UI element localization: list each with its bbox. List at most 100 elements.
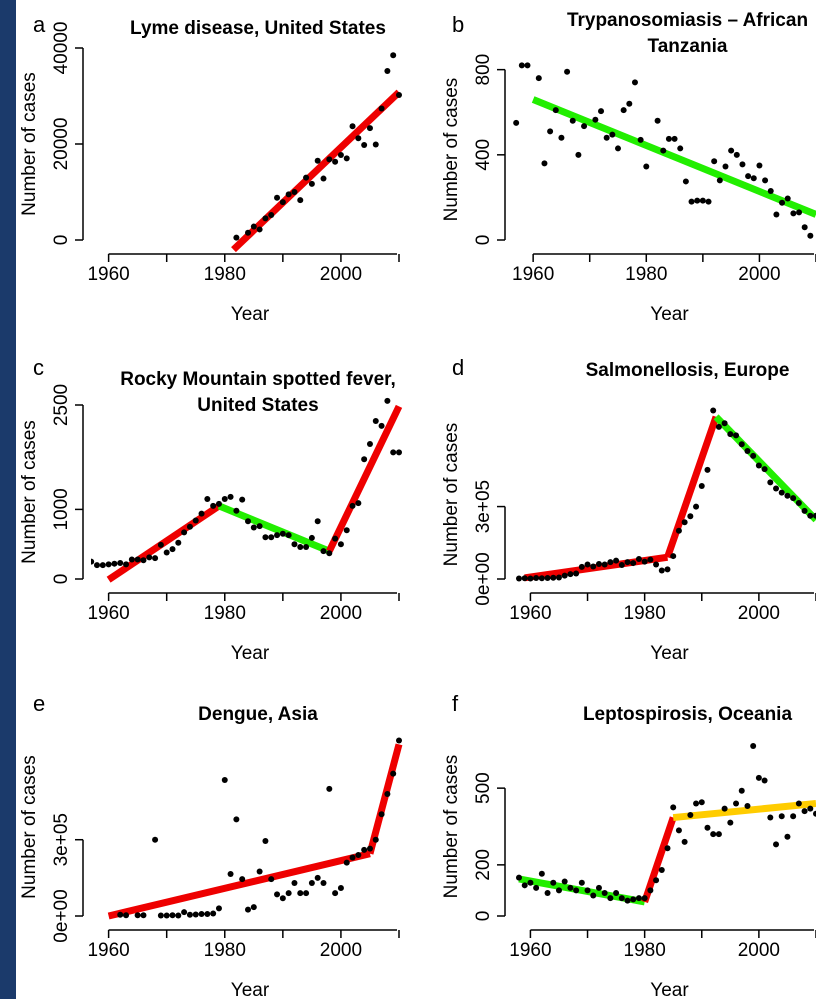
panel-c-data-point (111, 560, 118, 567)
panel-b-x-tick-label: 2000 (738, 264, 780, 285)
panel-b-data-point (807, 232, 814, 239)
panel-f-y-tick-label: 200 (473, 849, 494, 881)
panel-d-data-point (567, 571, 574, 578)
panel-d-letter: d (452, 355, 464, 380)
panel-e-y-tick-label: 0e+00 (51, 889, 72, 942)
panel-b-fit-segment (531, 96, 816, 218)
panel-d-data-point (733, 432, 740, 439)
panel-a-data-point (349, 123, 356, 130)
panel-f-data-point (784, 833, 791, 840)
panel-e-y-label: Number of cases (19, 755, 40, 899)
panel-c-data-point (192, 517, 199, 524)
panel-d-y-tick-label: 0e+00 (473, 552, 494, 605)
panel-e-title: Dengue, Asia (198, 704, 318, 725)
panel-f-data-point (761, 777, 768, 784)
panel-e-data-point (227, 871, 234, 878)
panel-d-data-point (578, 563, 585, 570)
panel-a-data-point (343, 155, 350, 162)
panel-e-x-tick-label: 2000 (320, 940, 362, 961)
panel-b-data-point (535, 75, 542, 82)
panel-d-data-point (704, 466, 711, 473)
panel-e-data-point (163, 912, 170, 919)
panel-d-data-point (670, 553, 677, 560)
panel-b-data-point (773, 211, 780, 218)
panel-d-data-point (710, 407, 717, 414)
panel-c-data-point (105, 561, 112, 568)
panel-f-data-point (755, 774, 762, 781)
panel-a-data-point (378, 105, 385, 112)
panel-a-x-tick-label: 1960 (87, 264, 129, 285)
panel-a-title: Lyme disease, United States (130, 18, 386, 39)
panel-f-data-point (635, 895, 642, 902)
panel-d-data-point (635, 555, 642, 562)
panel-e-data-point (198, 910, 205, 917)
panel-b-data-point (784, 195, 791, 202)
panel-a-y-label: Number of cases (19, 72, 40, 216)
panel-f-data-point (795, 800, 802, 807)
panel-f-data-point (704, 824, 711, 831)
panel-d-data-point (573, 570, 580, 577)
panel-a-data-point (332, 158, 339, 165)
panel-f-y-tick-label: 500 (473, 772, 494, 804)
panel-a-data-point (262, 215, 269, 222)
panel-e-data-point (285, 890, 292, 897)
panel-c-data-point (221, 495, 228, 502)
panel-c-data-point (355, 500, 362, 507)
panel-f-data-point (647, 887, 654, 894)
panel-f-data-point (630, 896, 637, 903)
panel-e-data-point (175, 912, 182, 919)
panel-e-data-point (157, 912, 164, 919)
panel-f-data-point (521, 882, 528, 889)
panel-b-data-point (643, 163, 650, 170)
panel-c-data-point (326, 550, 333, 557)
panel-f-data-point (601, 889, 608, 896)
panel-e-data-point (245, 906, 251, 913)
panel-a-x-tick-label: 2000 (320, 264, 362, 285)
panel-d-title: Salmonellosis, Europe (586, 360, 790, 381)
panel-b-data-point (694, 197, 701, 204)
panel-b-data-point (598, 108, 605, 115)
panel-f-data-point (681, 838, 688, 845)
panel-f-fit-segment (672, 800, 816, 822)
panel-e-data-point (233, 816, 240, 823)
panel-e-data-point (303, 890, 310, 897)
panel-b-data-point (654, 117, 661, 124)
panel-a-data-point (233, 234, 240, 241)
panel-c-data-point (291, 541, 298, 548)
panel-c-data-point (210, 502, 217, 509)
panel-d-data-point (675, 527, 682, 534)
panel-d-data-point (738, 441, 745, 448)
panel-d-data-point (784, 492, 791, 499)
panel-d-data-point (721, 420, 728, 427)
panel-b-data-point (592, 116, 599, 123)
panel-a-y-tick-label: 0 (51, 235, 72, 246)
panel-b-data-point (745, 173, 752, 180)
panel-c-data-point (123, 561, 130, 568)
panel-b-data-point (631, 79, 638, 86)
panel-c-data-point (215, 500, 222, 507)
panel-f-data-point (721, 805, 728, 812)
panel-b-data-point (739, 161, 746, 168)
panel-b-data-point (762, 177, 769, 184)
panel-f-data-point (687, 811, 694, 818)
panel-f-y-label: Number of cases (441, 755, 462, 899)
panel-c-data-point (181, 529, 188, 536)
panel-b-data-point (677, 145, 684, 152)
panel-c-data-point (152, 555, 159, 562)
panel-e-fit-segment (366, 743, 403, 855)
panel-b-y-tick-label: 400 (473, 139, 494, 171)
panel-c-data-point (332, 535, 339, 542)
panel-d-data-point (687, 513, 694, 520)
panel-a-data-point (291, 189, 298, 195)
panel-b-data-point (541, 160, 548, 167)
panel-c-x-tick-label: 1960 (87, 603, 129, 624)
panel-e-data-point (337, 885, 344, 892)
panel-b-data-point (779, 199, 786, 206)
panel-a-data-point (268, 212, 275, 219)
panel-c-data-point (279, 530, 286, 537)
panel-b-title: Trypanosomiasis – African (567, 10, 808, 31)
panel-a-y-tick-label: 20000 (51, 118, 72, 171)
panel-a-data-point (390, 52, 397, 59)
panel-d-fit-segment (664, 415, 720, 559)
panel-f-data-point (658, 866, 665, 873)
